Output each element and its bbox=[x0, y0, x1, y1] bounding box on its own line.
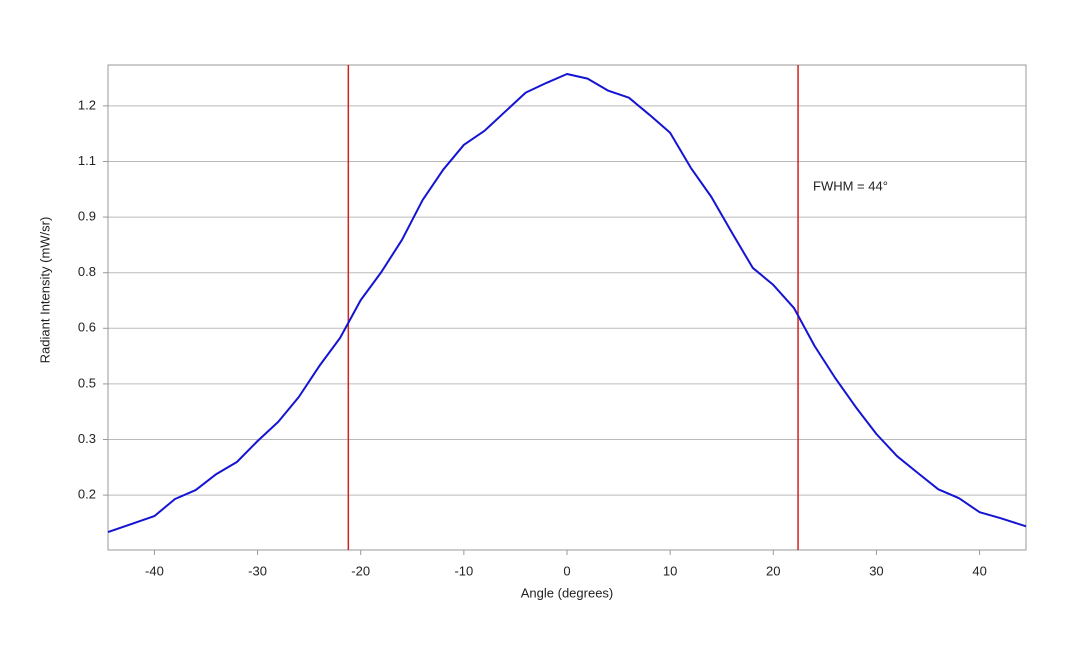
series-line bbox=[107, 73, 1027, 534]
x-tick-label: 0 bbox=[563, 563, 570, 578]
x-tick-label: -30 bbox=[248, 563, 267, 578]
y-tick-label: 0.5 bbox=[78, 375, 96, 390]
x-tick-label: 40 bbox=[972, 563, 986, 578]
plot-frame bbox=[107, 64, 1027, 551]
y-tick-label: 0.9 bbox=[78, 209, 96, 224]
y-tick-label: 0.6 bbox=[78, 320, 96, 335]
x-axis-label: Angle (degrees) bbox=[521, 585, 614, 600]
x-tick-label: 10 bbox=[663, 563, 677, 578]
y-tick-label: 0.2 bbox=[78, 487, 96, 502]
y-tick-label: 0.3 bbox=[78, 431, 96, 446]
y-axis-label: Radiant Intensity (mW/sr) bbox=[37, 217, 52, 364]
x-tick-label: -40 bbox=[145, 563, 164, 578]
annotation: FWHM = 44° bbox=[813, 178, 888, 193]
x-tick-label: -10 bbox=[454, 563, 473, 578]
x-tick-label: 20 bbox=[766, 563, 780, 578]
x-tick-label: 30 bbox=[869, 563, 883, 578]
y-tick-label: 1.2 bbox=[78, 97, 96, 112]
y-tick-label: 1.1 bbox=[78, 153, 96, 168]
x-tick-label: -20 bbox=[351, 563, 370, 578]
y-tick-label: 0.8 bbox=[78, 264, 96, 279]
